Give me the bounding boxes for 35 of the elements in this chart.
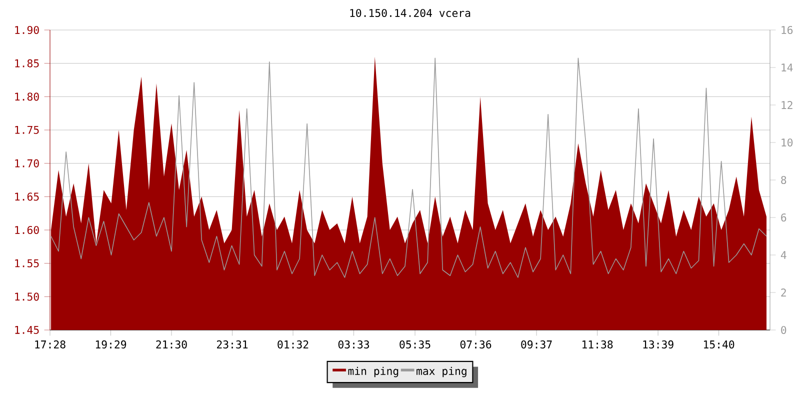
y-tick-label: 1.50	[15, 292, 39, 301]
y-tick-label: 1.55	[15, 259, 39, 268]
y2-tick-label: 6	[781, 213, 786, 222]
chart-title: 10.150.14.204 vcera	[350, 8, 470, 18]
x-tick-label: 21:30	[156, 340, 187, 348]
legend-label: min ping	[348, 366, 398, 378]
x-tick-label: 23:31	[217, 340, 248, 348]
y2-tick-label: 12	[782, 101, 792, 109]
x-tick-label: 01:32	[278, 340, 308, 348]
y-tick-label: 1.85	[15, 59, 39, 68]
x-tick-label: 07:36	[460, 340, 492, 348]
y-tick-label: 1.45	[15, 326, 39, 334]
y-tick-label: 1.80	[15, 92, 39, 101]
y-tick-label: 1.90	[15, 26, 39, 34]
y2-tick-label: 4	[780, 251, 786, 259]
x-tick-label: 11:38	[582, 340, 613, 348]
line-series	[50, 58, 767, 278]
y2-tick-label: 8	[781, 176, 786, 184]
y-tick-label: 1.60	[15, 226, 39, 234]
y-tick-label: 1.65	[15, 192, 39, 201]
y2-tick-label: 2	[781, 288, 786, 296]
x-tick-label: 17:28	[35, 340, 66, 348]
y2-tick-label: 14	[782, 64, 793, 72]
y2-tick-label: 10	[782, 138, 793, 147]
y-tick-label: 1.75	[15, 126, 39, 134]
y-tick-label: 1.70	[15, 159, 39, 168]
x-tick-label: 15:40	[704, 340, 734, 348]
x-tick-label: 13:39	[643, 340, 674, 348]
legend-label: max ping	[416, 366, 466, 378]
x-tick-label: 09:37	[521, 340, 552, 348]
x-tick-label: 19:29	[96, 340, 126, 348]
x-tick-label: 05:35	[400, 340, 430, 348]
x-tick-label: 03:33	[338, 340, 370, 348]
y2-tick-label: 16	[782, 26, 793, 34]
y2-tick-label: 0	[781, 326, 786, 334]
